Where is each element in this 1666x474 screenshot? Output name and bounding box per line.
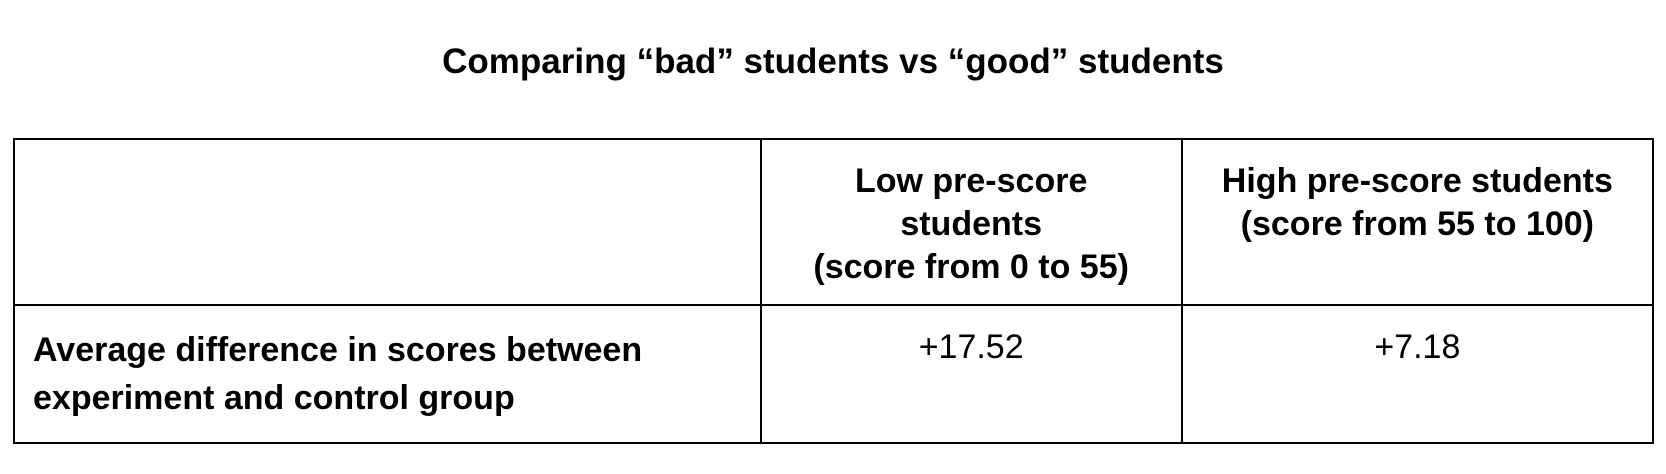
value-high-prescore: +7.18	[1374, 328, 1461, 366]
row-label: Average difference in scores between exp…	[33, 331, 643, 417]
table-header-row: Low pre-score students (score from 0 to …	[13, 138, 1655, 306]
header-cell-high-prescore: High pre-score students (score from 55 t…	[1180, 138, 1655, 306]
table-corner-cell	[13, 138, 762, 306]
value-cell-high-prescore: +7.18	[1180, 304, 1655, 444]
header-cell-low-prescore: Low pre-score students (score from 0 to …	[759, 138, 1183, 306]
table-row: Average difference in scores between exp…	[13, 304, 1655, 444]
page-title: Comparing “bad” students vs “good” stude…	[442, 42, 1224, 81]
value-low-prescore: +17.52	[918, 328, 1024, 366]
header-label-low-prescore: Low pre-score students (score from 0 to …	[813, 162, 1129, 286]
comparison-table: Low pre-score students (score from 0 to …	[13, 138, 1655, 444]
header-label-high-prescore: High pre-score students (score from 55 t…	[1221, 162, 1613, 243]
row-label-cell: Average difference in scores between exp…	[13, 304, 762, 444]
value-cell-low-prescore: +17.52	[759, 304, 1183, 444]
